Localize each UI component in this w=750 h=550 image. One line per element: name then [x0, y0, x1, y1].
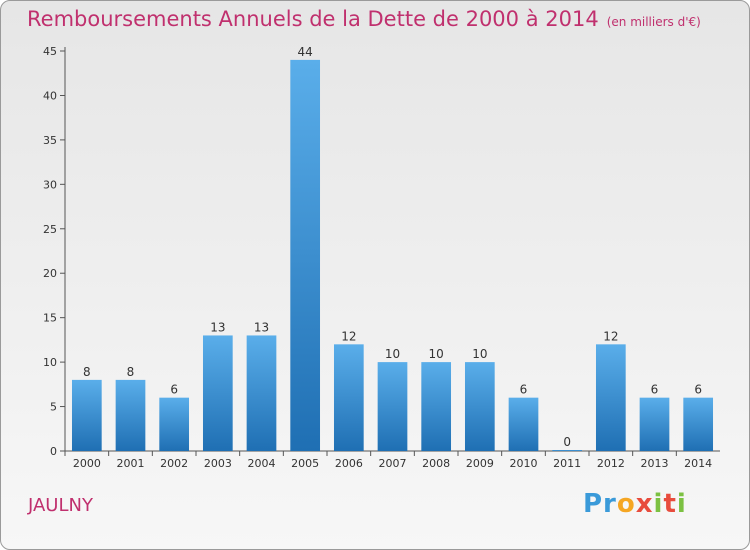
axes: 0 5 10 15 20 25 30 35 40 45 2000 2001 2002 2003 2004 20…: [43, 45, 720, 470]
logo-part: x: [635, 489, 654, 519]
x-tick-label: 2012: [597, 457, 625, 470]
value-label-2003: 13: [210, 320, 225, 334]
value-label-2001: 8: [127, 365, 135, 379]
y-tick-label: 20: [43, 267, 57, 280]
y-tick-label: 25: [43, 223, 57, 236]
logo-part: i: [653, 489, 664, 519]
value-label-2012: 12: [603, 329, 618, 343]
x-tick-label: 2003: [204, 457, 232, 470]
value-label-2005: 44: [298, 45, 313, 59]
value-label-2009: 10: [472, 347, 487, 361]
bar-2014: [683, 397, 714, 451]
x-tick-label: 2007: [379, 457, 407, 470]
y-tick-label: 35: [43, 134, 57, 147]
title-unit: (en milliers d'€): [606, 15, 701, 29]
logo-part: Pr: [583, 489, 617, 519]
value-label-2014: 6: [694, 383, 702, 397]
bar-2000: [71, 379, 102, 451]
logo-part: t: [663, 489, 677, 519]
x-tick-label: 2002: [160, 457, 188, 470]
bar-2010: [508, 397, 539, 451]
y-tick-label: 10: [43, 356, 57, 369]
title-main: Remboursements Annuels de la Dette de 20…: [27, 7, 599, 31]
value-label-2000: 8: [83, 365, 91, 379]
x-tick-label: 2009: [466, 457, 494, 470]
bar-2001: [115, 379, 146, 451]
bar-2003: [202, 335, 233, 451]
bar-2008: [421, 362, 452, 451]
x-tick-label: 2001: [117, 457, 145, 470]
value-label-2007: 10: [385, 347, 400, 361]
x-tick-label: 2013: [641, 457, 669, 470]
y-tick-label: 40: [43, 89, 57, 102]
bars: [71, 59, 714, 452]
x-tick-label: 2008: [422, 457, 450, 470]
logo-part: o: [616, 489, 636, 519]
x-tick-label: 2014: [684, 457, 712, 470]
value-label-2010: 6: [520, 383, 528, 397]
x-tick-label: 2010: [510, 457, 538, 470]
y-tick-label: 45: [43, 45, 57, 58]
bar-2004: [246, 335, 277, 451]
x-tick-label: 2006: [335, 457, 363, 470]
commune-name: JAULNY: [28, 495, 93, 516]
value-label-2006: 12: [341, 329, 356, 343]
x-tick-label: 2000: [73, 457, 101, 470]
x-tick-label: 2005: [291, 457, 319, 470]
y-tick-label: 30: [43, 178, 57, 191]
proxiti-logo[interactable]: Proxiti: [583, 489, 687, 519]
value-label-2004: 13: [254, 320, 269, 334]
bar-2007: [377, 362, 408, 451]
bar-2005: [290, 59, 321, 452]
value-label-2002: 6: [170, 383, 178, 397]
value-label-2013: 6: [651, 383, 659, 397]
value-label-2008: 10: [429, 347, 444, 361]
y-tick-label: 0: [50, 445, 57, 458]
bar-2009: [464, 362, 495, 451]
y-tick-label: 5: [50, 401, 57, 414]
bar-2002: [159, 397, 190, 451]
bar-2013: [639, 397, 670, 451]
value-labels: 8 8 6 13 13 44 12 10 10 10 6 0 12 6 6: [83, 45, 702, 449]
x-tick-label: 2004: [248, 457, 276, 470]
bar-2011: [552, 450, 583, 451]
chart-title: Remboursements Annuels de la Dette de 20…: [27, 7, 701, 31]
x-tick-label: 2011: [553, 457, 581, 470]
bar-2012: [595, 344, 626, 451]
logo-part: i: [676, 489, 687, 519]
value-label-2011: 0: [563, 435, 571, 449]
bar-2006: [333, 344, 364, 451]
y-tick-label: 15: [43, 312, 57, 325]
